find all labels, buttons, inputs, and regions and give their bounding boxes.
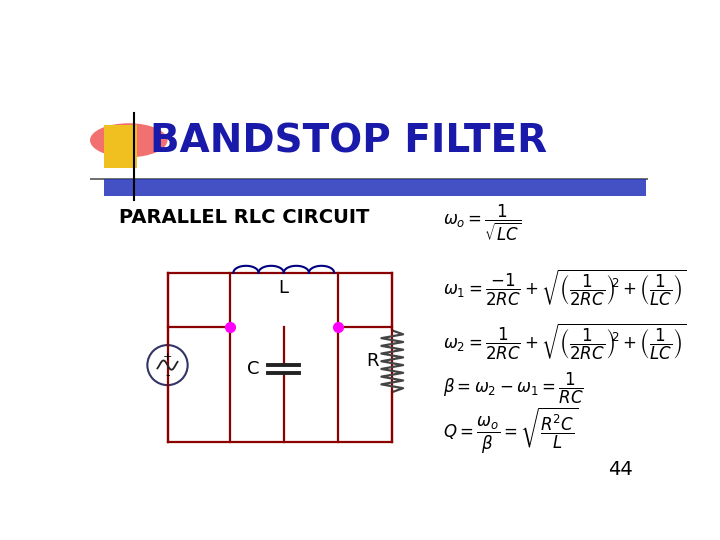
Text: $\omega_o = \dfrac{1}{\sqrt{LC}}$: $\omega_o = \dfrac{1}{\sqrt{LC}}$ [443,202,521,243]
Text: PARALLEL RLC CIRCUIT: PARALLEL RLC CIRCUIT [120,208,370,227]
Text: $\omega_1 = \dfrac{-1}{2RC} + \sqrt{\left(\dfrac{1}{2RC}\right)^{\!\!2} + \left(: $\omega_1 = \dfrac{-1}{2RC} + \sqrt{\lef… [443,268,685,308]
Text: $Q = \dfrac{\omega_o}{\beta} = \sqrt{\dfrac{R^2C}{L}}$: $Q = \dfrac{\omega_o}{\beta} = \sqrt{\df… [443,406,578,456]
Text: +: + [163,353,172,362]
Text: C: C [246,360,259,378]
Text: $\beta = \omega_2 - \omega_1 = \dfrac{1}{RC}$: $\beta = \omega_2 - \omega_1 = \dfrac{1}… [443,370,583,406]
Text: L: L [279,279,289,297]
Bar [104,179,647,195]
Text: $\omega_2 = \dfrac{1}{2RC} + \sqrt{\left(\dfrac{1}{2RC}\right)^{\!\!2} + \left(\: $\omega_2 = \dfrac{1}{2RC} + \sqrt{\left… [443,322,685,362]
Text: R: R [366,352,379,370]
Text: -: - [166,369,170,382]
Text: 44: 44 [608,460,632,478]
Ellipse shape [90,123,168,157]
Text: BANDSTOP FILTER: BANDSTOP FILTER [150,123,548,161]
Bar [104,125,137,168]
